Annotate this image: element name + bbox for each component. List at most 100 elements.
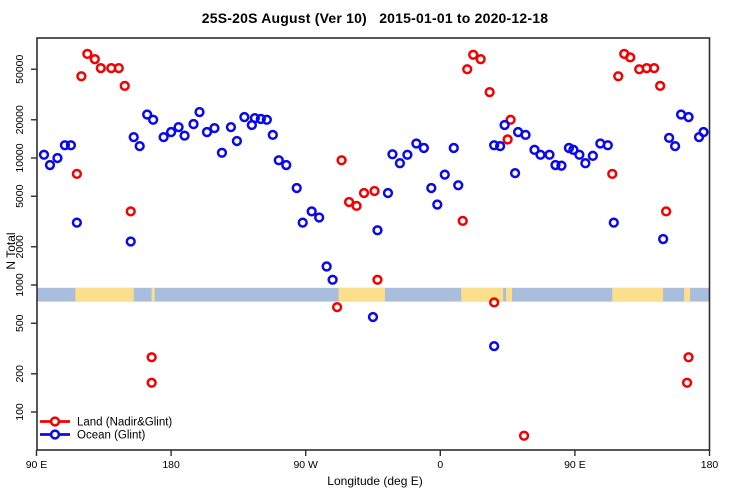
data-point-land bbox=[484, 86, 495, 98]
data-point-ocean bbox=[453, 180, 464, 191]
data-point-land bbox=[613, 71, 624, 82]
data-point-ocean bbox=[173, 121, 184, 133]
map-band-land bbox=[151, 287, 155, 302]
data-point-ocean bbox=[231, 135, 243, 147]
data-point-ocean bbox=[44, 159, 56, 171]
data-point-ocean bbox=[125, 236, 136, 247]
data-point-ocean bbox=[281, 159, 292, 171]
data-point-land bbox=[95, 62, 106, 74]
y-tick-label: 5000 bbox=[14, 184, 26, 208]
data-point-ocean bbox=[574, 149, 585, 160]
data-point-ocean bbox=[209, 122, 220, 134]
data-point-ocean bbox=[188, 118, 199, 130]
data-point-ocean bbox=[608, 217, 619, 228]
x-tick-label: 180 bbox=[701, 459, 719, 471]
data-point-ocean bbox=[216, 147, 228, 158]
data-point-ocean bbox=[314, 212, 325, 223]
data-point-ocean bbox=[194, 106, 205, 118]
data-point-ocean bbox=[657, 233, 669, 245]
x-tick-label: 90 W bbox=[293, 459, 318, 471]
data-point-ocean bbox=[261, 114, 272, 125]
data-point-land bbox=[125, 206, 136, 217]
map-band-land bbox=[75, 287, 134, 302]
data-point-land bbox=[331, 301, 343, 313]
data-point-land bbox=[119, 80, 130, 91]
data-point-ocean bbox=[158, 131, 169, 143]
data-point-land bbox=[146, 377, 157, 388]
map-band-land bbox=[684, 287, 691, 302]
data-point-land bbox=[488, 297, 500, 308]
data-point-ocean bbox=[52, 152, 63, 164]
data-point-ocean bbox=[556, 160, 567, 171]
data-point-ocean bbox=[367, 311, 379, 323]
x-tick-label: 180 bbox=[162, 459, 180, 471]
data-point-land bbox=[475, 54, 486, 65]
data-point-ocean bbox=[509, 167, 521, 179]
data-point-ocean bbox=[488, 140, 500, 151]
y-tick-label: 2000 bbox=[14, 235, 26, 259]
x-tick-label: 90 E bbox=[564, 459, 586, 471]
data-point-land bbox=[649, 62, 660, 74]
data-point-ocean bbox=[291, 182, 302, 194]
data-point-ocean bbox=[535, 149, 546, 160]
data-point-ocean bbox=[602, 140, 613, 151]
plot-frame bbox=[36, 37, 711, 451]
data-point-land bbox=[457, 215, 468, 226]
data-point-land bbox=[462, 64, 473, 75]
map-band-land bbox=[338, 287, 385, 302]
data-point-ocean bbox=[249, 112, 261, 124]
y-tick-label: 100 bbox=[14, 403, 26, 421]
data-point-ocean bbox=[520, 129, 531, 141]
y-tick-label: 1000 bbox=[14, 273, 26, 297]
map-band-land bbox=[506, 287, 513, 302]
data-point-ocean bbox=[568, 144, 579, 155]
data-point-ocean bbox=[201, 126, 213, 138]
data-point-ocean bbox=[411, 138, 422, 149]
data-point-ocean bbox=[267, 129, 278, 141]
data-point-land bbox=[681, 377, 693, 388]
data-point-land bbox=[336, 155, 347, 166]
data-point-ocean bbox=[327, 274, 338, 285]
data-point-land bbox=[71, 168, 83, 180]
data-point-ocean bbox=[587, 150, 598, 161]
data-point-ocean bbox=[448, 142, 459, 154]
data-point-land bbox=[351, 200, 362, 211]
data-point-land bbox=[625, 52, 636, 63]
data-point-ocean bbox=[418, 142, 429, 154]
data-point-ocean bbox=[580, 158, 591, 169]
data-point-ocean bbox=[488, 340, 500, 352]
chart-title: 25S-20S August (Ver 10) 2015-01-01 to 20… bbox=[201, 10, 549, 26]
data-point-ocean bbox=[239, 111, 250, 123]
data-point-ocean bbox=[663, 132, 675, 144]
data-point-ocean bbox=[439, 169, 450, 180]
map-band-land bbox=[612, 287, 664, 302]
data-point-land bbox=[113, 62, 124, 74]
data-point-land bbox=[372, 274, 383, 285]
data-point-ocean bbox=[494, 140, 506, 152]
data-point-ocean bbox=[372, 225, 383, 236]
data-point-land bbox=[502, 134, 513, 145]
data-point-ocean bbox=[255, 113, 266, 125]
data-point-land bbox=[89, 54, 100, 65]
x-tick-label: 0 bbox=[437, 459, 443, 471]
data-point-ocean bbox=[71, 217, 83, 228]
data-point-land bbox=[146, 352, 157, 363]
y-axis-label: N Total bbox=[4, 232, 18, 270]
data-point-ocean bbox=[669, 140, 681, 152]
data-point-ocean bbox=[683, 111, 694, 123]
data-point-ocean bbox=[432, 199, 443, 210]
data-point-land bbox=[76, 71, 87, 82]
legend-swatch-point bbox=[49, 416, 61, 427]
data-point-land bbox=[369, 185, 380, 197]
data-point-ocean bbox=[297, 217, 308, 228]
data-point-ocean bbox=[387, 149, 398, 160]
data-point-ocean bbox=[59, 140, 71, 151]
data-point-ocean bbox=[65, 140, 77, 151]
x-tick-label: 90 E bbox=[26, 459, 48, 471]
data-point-land bbox=[607, 168, 618, 180]
data-point-ocean bbox=[38, 149, 50, 160]
data-point-ocean bbox=[306, 206, 317, 217]
data-point-ocean bbox=[142, 109, 153, 120]
data-point-land bbox=[518, 430, 530, 441]
